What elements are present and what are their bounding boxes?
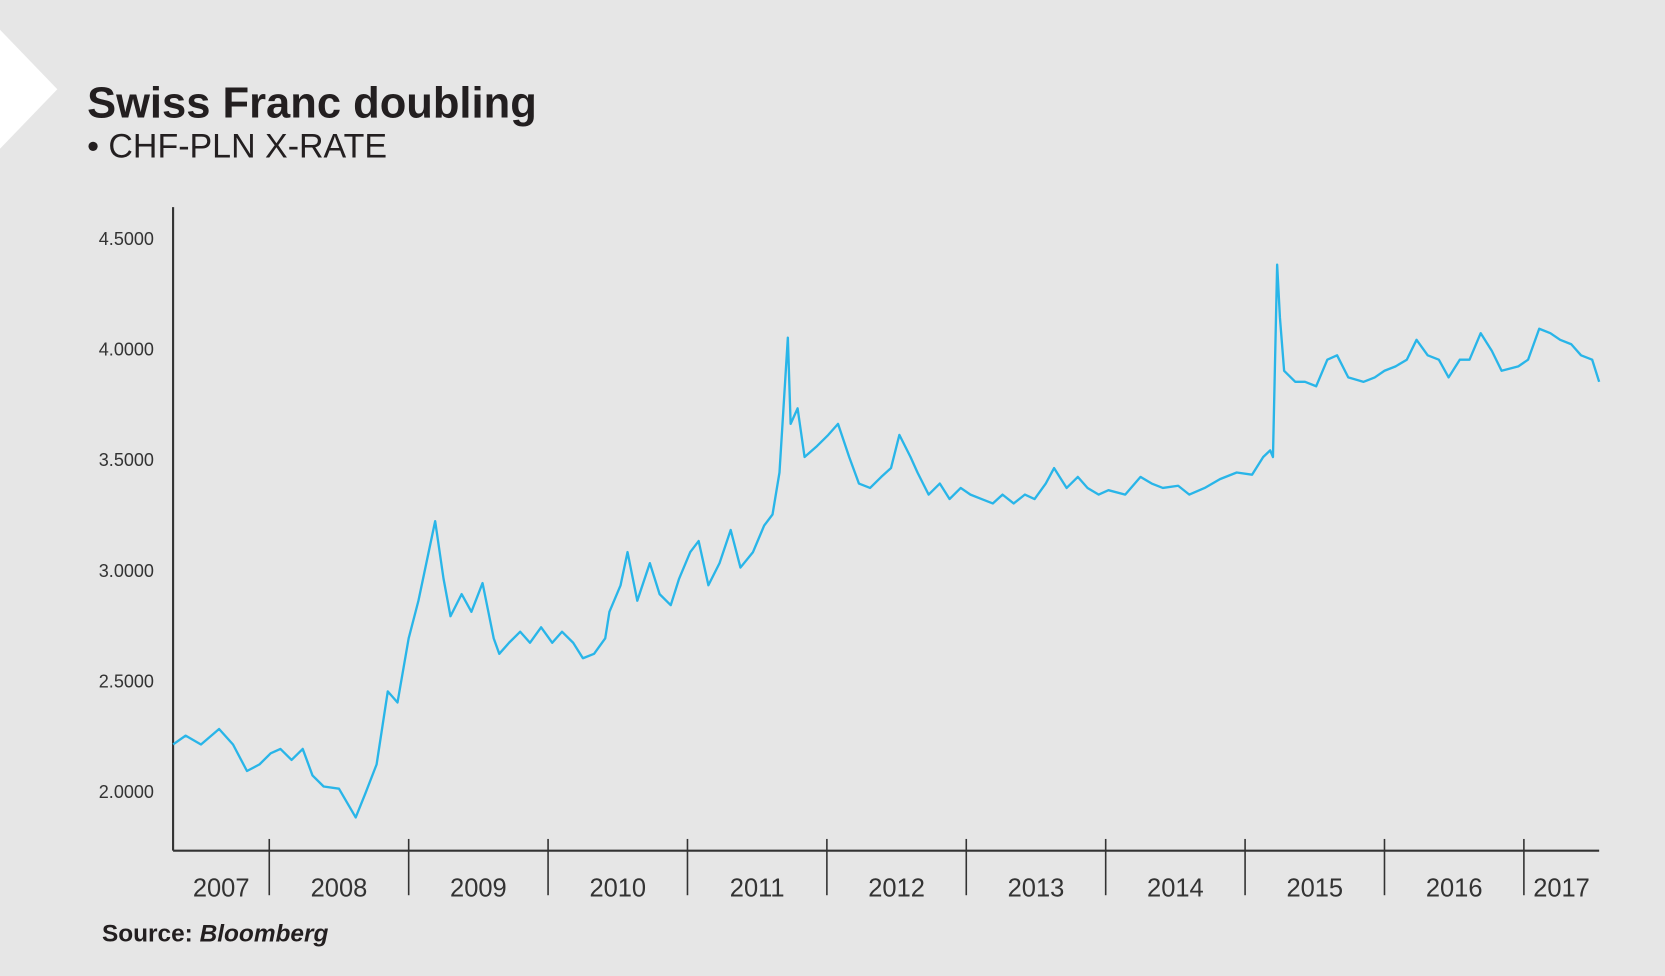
source-name: Bloomberg: [200, 921, 329, 948]
data-line: [172, 263, 1601, 819]
chart-title: Swiss Franc doubling: [87, 80, 537, 128]
y-tick-label: 4.5000: [99, 229, 154, 249]
y-tick-label: 4.0000: [99, 340, 154, 360]
x-tick-label: 2008: [311, 875, 368, 903]
x-tick-label: 2010: [589, 875, 646, 903]
x-tick-label: 2011: [730, 875, 785, 903]
x-tick-label: 2013: [1008, 875, 1065, 903]
source-label: Source:: [102, 921, 193, 948]
x-tick-label: 2007: [193, 875, 250, 903]
x-tick-label: 2016: [1426, 875, 1483, 903]
x-tick-label: 2014: [1147, 875, 1204, 903]
x-tick-label: 2012: [868, 875, 925, 903]
chart-subtitle: • CHF-PLN X-RATE: [87, 128, 387, 166]
source: Source: Bloomberg: [102, 921, 329, 948]
y-tick-label: 2.5000: [99, 671, 154, 691]
x-tick-label: 2009: [450, 875, 507, 903]
y-tick-label: 3.5000: [99, 450, 154, 470]
x-tick-label: 2017: [1533, 875, 1590, 903]
y-tick-label: 3.0000: [99, 561, 154, 581]
x-tick-label: 2015: [1286, 875, 1343, 903]
corner-chevron: [0, 29, 58, 149]
y-tick-label: 2.0000: [99, 782, 154, 802]
